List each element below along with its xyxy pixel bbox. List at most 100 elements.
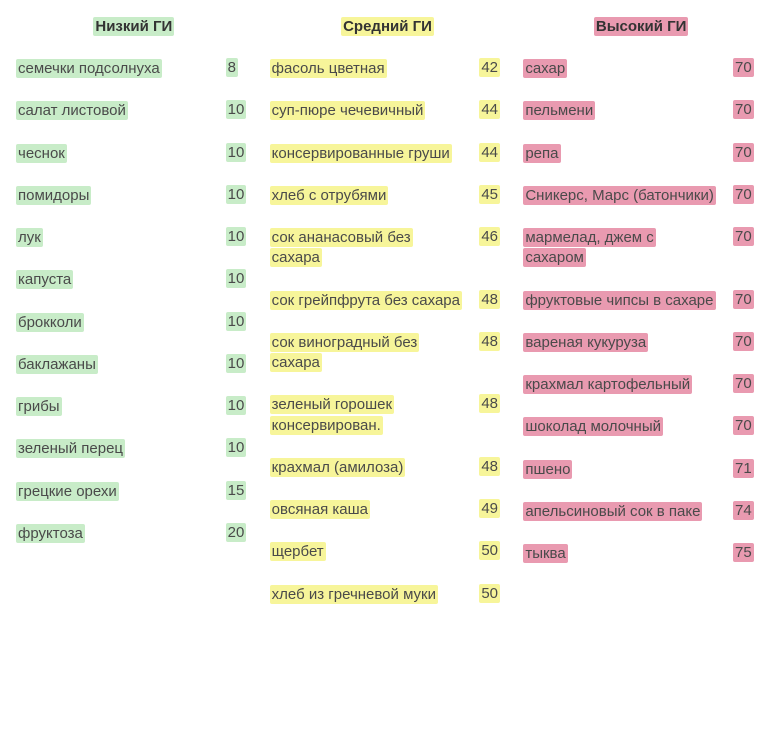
gi-value: 70 — [729, 369, 763, 398]
gi-value: 48 — [475, 327, 509, 356]
food-name: сок виноградный без сахара — [266, 327, 468, 380]
food-name: фасоль цветная — [266, 53, 468, 85]
gi-value: 10 — [222, 349, 256, 378]
food-name: тыква — [519, 538, 721, 570]
table-row: грецкие орехи 15 — [12, 476, 256, 508]
gi-value: 71 — [729, 454, 763, 483]
table-row: фруктовые чипсы в сахаре 70 — [519, 285, 763, 317]
table-row: семечки подсолнуха 8 — [12, 53, 256, 85]
food-name: капуста — [12, 264, 214, 296]
table-row: пельмени70 — [519, 95, 763, 127]
food-name: чеснок — [12, 138, 214, 170]
food-name: помидоры — [12, 180, 214, 212]
food-name: крахмал (амилоза) — [266, 452, 468, 484]
gi-value: 70 — [729, 411, 763, 440]
food-name: грецкие орехи — [12, 476, 214, 508]
gi-value: 10 — [222, 222, 256, 251]
gi-value: 49 — [475, 494, 509, 523]
table-row: лук10 — [12, 222, 256, 254]
table-row: фруктоза 20 — [12, 518, 256, 550]
table-row: хлеб с отрубями45 — [266, 180, 510, 212]
food-name: грибы — [12, 391, 214, 423]
gi-value: 70 — [729, 138, 763, 167]
table-row: суп-пюре чечевичный44 — [266, 95, 510, 127]
food-name: шоколад молочный — [519, 411, 721, 443]
table-row: вареная кукуруза 70 — [519, 327, 763, 359]
table-row: грибы 10 — [12, 391, 256, 423]
food-name: репа — [519, 138, 721, 170]
gi-value: 10 — [222, 433, 256, 462]
food-name: сахар — [519, 53, 721, 85]
gi-value: 10 — [222, 307, 256, 336]
gi-value: 70 — [729, 327, 763, 356]
gi-value: 10 — [222, 95, 256, 124]
food-name: брокколи — [12, 307, 214, 339]
table-row: сок грейпфрута без сахара48 — [266, 285, 510, 317]
column-header: Средний ГИ — [266, 12, 510, 43]
column-mid: Средний ГИфасоль цветная42суп-пюре чечев… — [266, 12, 510, 611]
food-name: салат листовой — [12, 95, 214, 127]
table-row: баклажаны 10 — [12, 349, 256, 381]
table-row: пшено 71 — [519, 454, 763, 486]
table-row: консервированные груши44 — [266, 138, 510, 170]
column-header: Низкий ГИ — [12, 12, 256, 43]
food-name: зеленый перец — [12, 433, 214, 465]
gi-value: 45 — [475, 180, 509, 209]
food-name: вареная кукуруза — [519, 327, 721, 359]
gi-value: 8 — [222, 53, 256, 82]
food-name: консервированные груши — [266, 138, 468, 170]
gi-value: 44 — [475, 138, 509, 167]
gi-value: 75 — [729, 538, 763, 567]
table-row: Сникерс, Марс (батончики)70 — [519, 180, 763, 212]
gi-value: 44 — [475, 95, 509, 124]
gi-value: 10 — [222, 180, 256, 209]
table-row: крахмал (амилоза)48 — [266, 452, 510, 484]
table-row: сахар 70 — [519, 53, 763, 85]
food-name: пшено — [519, 454, 721, 486]
gi-value: 20 — [222, 518, 256, 547]
food-name: хлеб с отрубями — [266, 180, 468, 212]
table-row: салат листовой 10 — [12, 95, 256, 127]
food-name: фруктовые чипсы в сахаре — [519, 285, 721, 317]
table-row: тыква 75 — [519, 538, 763, 570]
food-name: баклажаны — [12, 349, 214, 381]
gi-table: Низкий ГИ семечки подсолнуха 8 салат листов… — [12, 12, 763, 611]
food-name: суп-пюре чечевичный — [266, 95, 468, 127]
gi-value: 48 — [475, 285, 509, 314]
table-row: сок виноградный без сахара48 — [266, 327, 510, 380]
gi-value: 50 — [475, 536, 509, 565]
gi-value: 70 — [729, 222, 763, 251]
table-row: помидоры 10 — [12, 180, 256, 212]
food-name: пельмени — [519, 95, 721, 127]
column-high: Высокий ГИсахар70пельмени70репа70Сникерс… — [519, 12, 763, 611]
food-name: фруктоза — [12, 518, 214, 550]
gi-value: 70 — [729, 285, 763, 314]
table-row: зеленый перец 10 — [12, 433, 256, 465]
table-row: репа 70 — [519, 138, 763, 170]
table-row: щербет50 — [266, 536, 510, 568]
food-name: сок грейпфрута без сахара — [266, 285, 468, 317]
table-row: хлеб из гречневой муки50 — [266, 579, 510, 611]
food-name: овсяная каша — [266, 494, 468, 526]
gi-value: 74 — [729, 496, 763, 525]
food-name: крахмал картофельный — [519, 369, 721, 401]
table-row: зеленый горошек консервирован.48 — [266, 389, 510, 442]
food-name: семечки подсолнуха — [12, 53, 214, 85]
gi-value: 10 — [222, 264, 256, 293]
table-row: шоколад молочный 70 — [519, 411, 763, 443]
table-row: фасоль цветная42 — [266, 53, 510, 85]
food-name: мармелад, джем с сахаром — [519, 222, 721, 275]
gi-value: 10 — [222, 391, 256, 420]
gi-value: 70 — [729, 53, 763, 82]
gi-value: 48 — [475, 452, 509, 481]
column-low: Низкий ГИ семечки подсолнуха 8 салат листов… — [12, 12, 256, 611]
table-row: мармелад, джем с сахаром 70 — [519, 222, 763, 275]
table-row: крахмал картофельный 70 — [519, 369, 763, 401]
column-header: Высокий ГИ — [519, 12, 763, 43]
gi-value: 15 — [222, 476, 256, 505]
food-name: щербет — [266, 536, 468, 568]
table-row: сок ананасовый без сахара46 — [266, 222, 510, 275]
gi-value: 10 — [222, 138, 256, 167]
gi-value: 70 — [729, 180, 763, 209]
gi-value: 42 — [475, 53, 509, 82]
